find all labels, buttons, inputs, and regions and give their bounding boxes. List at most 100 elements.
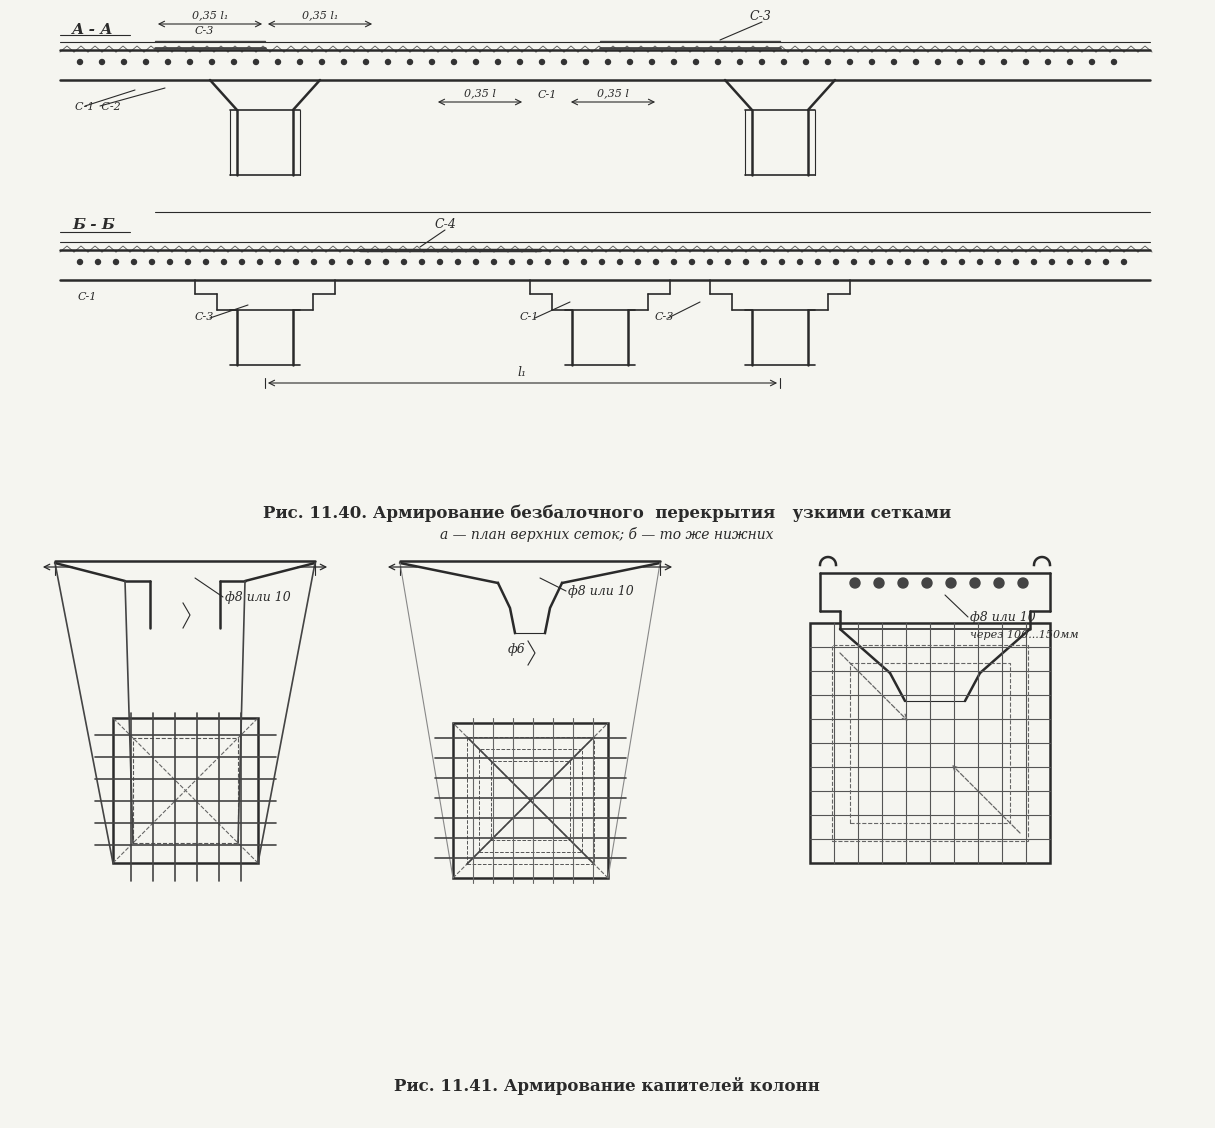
Text: С-3: С-3 bbox=[194, 26, 214, 36]
Text: Б - Б: Б - Б bbox=[72, 218, 115, 232]
Circle shape bbox=[1068, 60, 1073, 64]
Circle shape bbox=[1103, 259, 1108, 264]
Text: 0,35 l: 0,35 l bbox=[464, 88, 496, 98]
Bar bbox=[113, 719, 258, 863]
Circle shape bbox=[852, 259, 857, 264]
Circle shape bbox=[143, 60, 148, 64]
Text: С-1: С-1 bbox=[538, 90, 558, 100]
Circle shape bbox=[716, 60, 720, 64]
Circle shape bbox=[605, 60, 610, 64]
Circle shape bbox=[437, 259, 442, 264]
Circle shape bbox=[564, 259, 569, 264]
Circle shape bbox=[870, 60, 875, 64]
Circle shape bbox=[276, 60, 281, 64]
Circle shape bbox=[654, 259, 659, 264]
Circle shape bbox=[738, 60, 742, 64]
Text: С-3: С-3 bbox=[655, 312, 674, 321]
Circle shape bbox=[456, 259, 460, 264]
Circle shape bbox=[298, 60, 303, 64]
Circle shape bbox=[294, 259, 299, 264]
Circle shape bbox=[1023, 60, 1029, 64]
Circle shape bbox=[923, 259, 928, 264]
Circle shape bbox=[165, 60, 170, 64]
Circle shape bbox=[100, 60, 104, 64]
Circle shape bbox=[922, 578, 932, 588]
Circle shape bbox=[232, 60, 237, 64]
Circle shape bbox=[385, 60, 390, 64]
Circle shape bbox=[78, 259, 83, 264]
Text: Рис. 11.40. Армирование безбалочного  перекрытия   узкими сетками: Рис. 11.40. Армирование безбалочного пер… bbox=[262, 504, 951, 522]
Circle shape bbox=[341, 60, 346, 64]
Circle shape bbox=[452, 60, 457, 64]
Circle shape bbox=[221, 259, 226, 264]
Circle shape bbox=[329, 259, 334, 264]
Circle shape bbox=[209, 60, 215, 64]
Circle shape bbox=[122, 60, 126, 64]
Circle shape bbox=[803, 60, 808, 64]
Circle shape bbox=[1032, 259, 1036, 264]
Circle shape bbox=[96, 259, 101, 264]
Text: С-1  С-2: С-1 С-2 bbox=[75, 102, 120, 112]
Circle shape bbox=[518, 60, 522, 64]
Text: 0,35 l₁: 0,35 l₁ bbox=[192, 10, 228, 20]
Circle shape bbox=[744, 259, 748, 264]
Circle shape bbox=[694, 60, 699, 64]
Circle shape bbox=[254, 60, 259, 64]
Text: ф8 или 10: ф8 или 10 bbox=[567, 585, 634, 598]
Bar bbox=[467, 737, 594, 864]
Circle shape bbox=[384, 259, 389, 264]
Bar bbox=[850, 663, 1010, 823]
Circle shape bbox=[474, 60, 479, 64]
Circle shape bbox=[936, 60, 940, 64]
Circle shape bbox=[187, 60, 192, 64]
Circle shape bbox=[1085, 259, 1091, 264]
Text: ф6: ф6 bbox=[508, 643, 526, 656]
Circle shape bbox=[239, 259, 244, 264]
Bar bbox=[479, 749, 582, 852]
Circle shape bbox=[833, 259, 838, 264]
Circle shape bbox=[874, 578, 885, 588]
Circle shape bbox=[707, 259, 712, 264]
Text: С-1: С-1 bbox=[520, 312, 539, 321]
Circle shape bbox=[583, 60, 588, 64]
Text: С-3: С-3 bbox=[194, 312, 214, 321]
Text: через 100...150мм: через 100...150мм bbox=[970, 631, 1079, 640]
Text: ф8 или 10: ф8 или 10 bbox=[225, 591, 290, 603]
Circle shape bbox=[892, 60, 897, 64]
Circle shape bbox=[561, 60, 566, 64]
Circle shape bbox=[672, 60, 677, 64]
Text: С-1: С-1 bbox=[78, 292, 97, 302]
Text: Рис. 11.41. Армирование капителей колонн: Рис. 11.41. Армирование капителей колонн bbox=[394, 1077, 820, 1095]
Circle shape bbox=[1001, 60, 1006, 64]
Circle shape bbox=[914, 60, 919, 64]
Circle shape bbox=[496, 60, 501, 64]
Circle shape bbox=[979, 60, 984, 64]
Circle shape bbox=[825, 60, 831, 64]
Circle shape bbox=[650, 60, 655, 64]
Circle shape bbox=[131, 259, 136, 264]
Circle shape bbox=[970, 578, 981, 588]
Circle shape bbox=[797, 259, 802, 264]
Circle shape bbox=[78, 60, 83, 64]
Circle shape bbox=[627, 60, 633, 64]
Text: l₁: l₁ bbox=[518, 365, 526, 379]
Bar bbox=[453, 723, 608, 878]
Text: 0,35 l₁: 0,35 l₁ bbox=[301, 10, 338, 20]
Bar bbox=[132, 738, 238, 843]
Circle shape bbox=[762, 259, 767, 264]
Circle shape bbox=[672, 259, 677, 264]
Circle shape bbox=[347, 259, 352, 264]
Circle shape bbox=[1068, 259, 1073, 264]
Circle shape bbox=[509, 259, 514, 264]
Circle shape bbox=[870, 259, 875, 264]
Circle shape bbox=[848, 60, 853, 64]
Circle shape bbox=[1045, 60, 1051, 64]
Circle shape bbox=[546, 259, 550, 264]
Circle shape bbox=[725, 259, 730, 264]
Circle shape bbox=[527, 259, 532, 264]
Circle shape bbox=[1013, 259, 1018, 264]
Circle shape bbox=[366, 259, 371, 264]
Circle shape bbox=[113, 259, 119, 264]
Circle shape bbox=[401, 259, 407, 264]
Circle shape bbox=[942, 259, 946, 264]
